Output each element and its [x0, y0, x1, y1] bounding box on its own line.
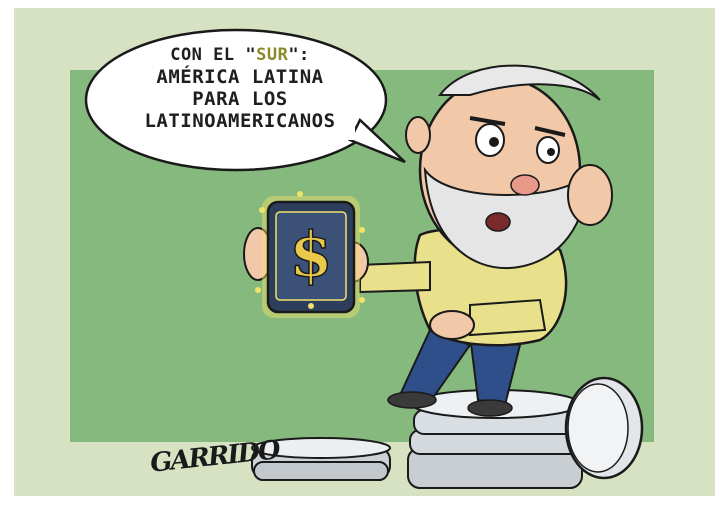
bubble-line-2: AMÉRICA LATINA — [156, 66, 324, 88]
dollar-sign-icon: $ — [289, 218, 332, 291]
bubble-line-3: PARA LOS — [192, 88, 288, 110]
standing-coin — [564, 376, 644, 480]
character-head — [405, 64, 613, 270]
speech-bubble-text: CON EL "SUR": AMÉRICA LATINA PARA LOS LA… — [100, 44, 380, 132]
bubble-line-4: LATINOAMERICANOS — [144, 110, 336, 132]
phone-with-dollar: $ — [255, 191, 365, 318]
coin-stack-left — [251, 437, 391, 481]
speech-bubble — [84, 28, 406, 172]
bubble-line-1: CON EL "SUR": — [170, 45, 310, 65]
character-hands — [243, 227, 475, 340]
